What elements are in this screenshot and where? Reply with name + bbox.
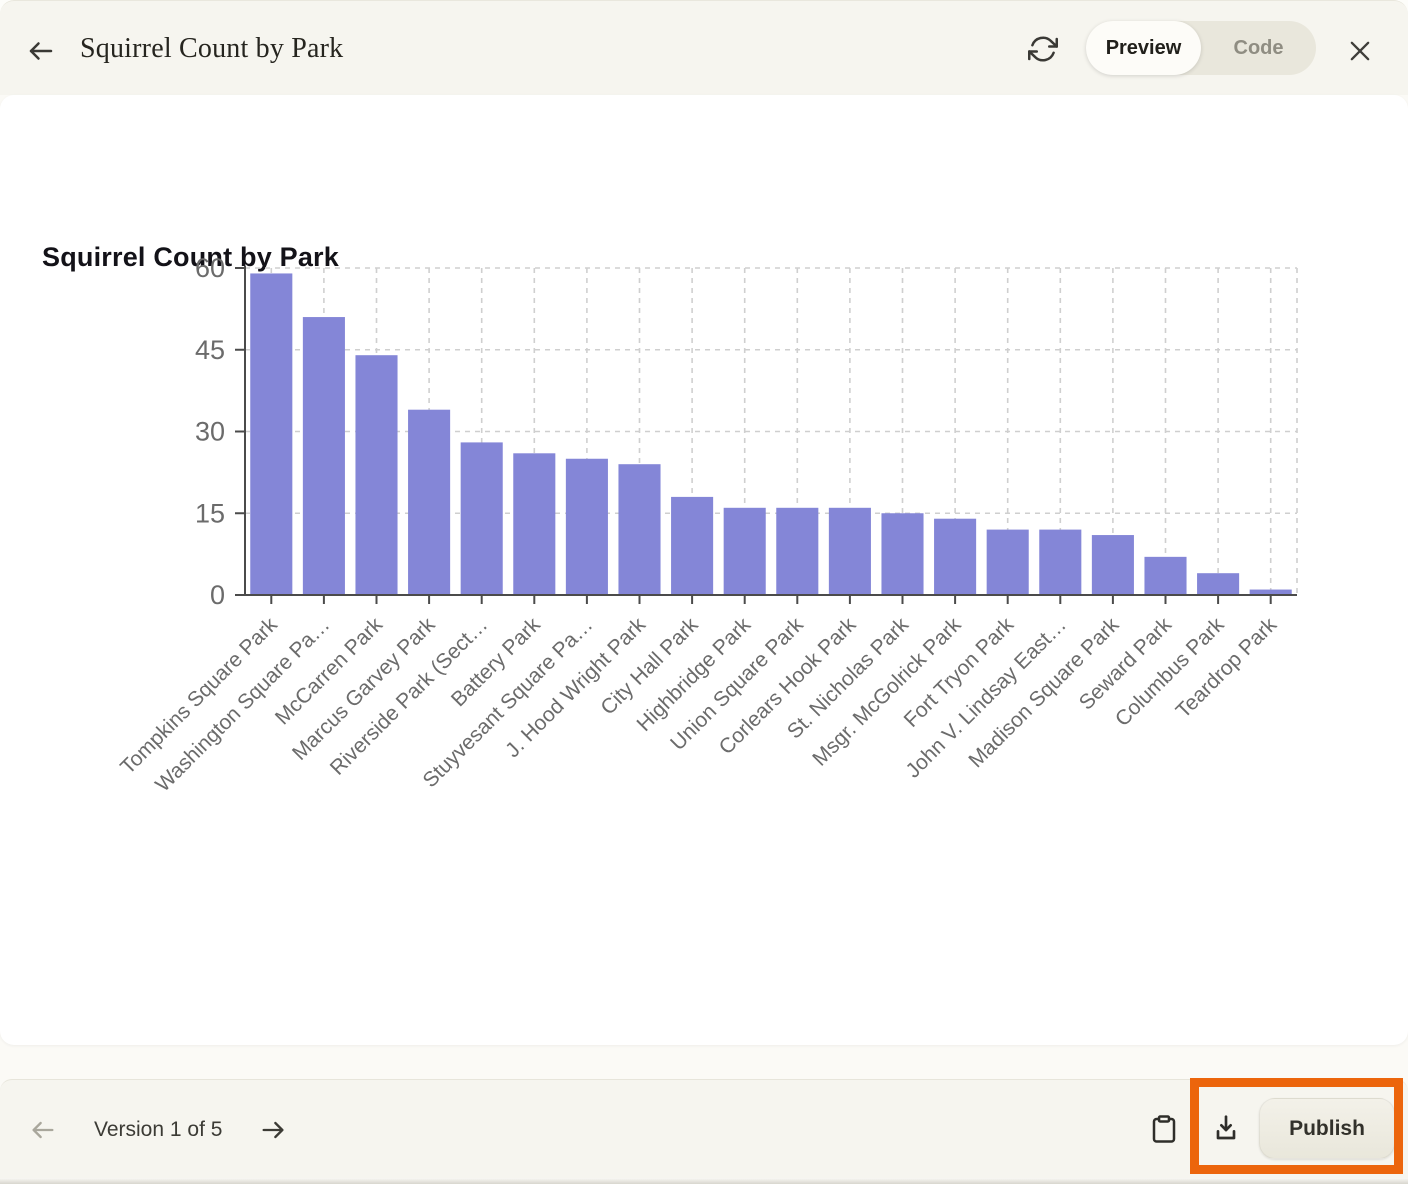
- bar-15: [1039, 529, 1082, 595]
- tab-preview[interactable]: Preview: [1086, 21, 1201, 75]
- artifact-content-panel: Squirrel Count by Park 0 15 30 45 60 Tompkins…: [0, 95, 1408, 1045]
- bar-16: [1091, 535, 1134, 595]
- bar-17: [1144, 556, 1187, 595]
- version-bar: Version 1 of 5: [0, 1079, 1408, 1178]
- bar-5: [513, 453, 556, 595]
- clipboard-icon: [1149, 1114, 1179, 1144]
- artifact-header: Squirrel Count by Park Preview Code: [0, 0, 1408, 95]
- version-controls: Version 1 of 5: [28, 1080, 288, 1179]
- refresh-icon: [1028, 34, 1058, 64]
- download-icon: [1210, 1112, 1242, 1144]
- version-label: Version 1 of 5: [94, 1117, 223, 1141]
- bar-10: [776, 507, 819, 595]
- back-button[interactable]: [24, 34, 58, 68]
- close-button[interactable]: [1341, 32, 1379, 70]
- bar-2: [355, 355, 398, 595]
- y-axis-tick-label: 45: [195, 335, 225, 365]
- bar-12: [881, 513, 924, 595]
- bar-4: [460, 442, 503, 595]
- bar-13: [934, 518, 977, 595]
- artifact-title: Squirrel Count by Park: [80, 32, 344, 64]
- bar-8: [671, 496, 714, 595]
- publish-button[interactable]: Publish: [1259, 1098, 1395, 1159]
- y-axis-tick-label: 60: [195, 253, 225, 283]
- arrow-left-icon: [29, 1116, 57, 1144]
- bar-7: [618, 464, 661, 595]
- refresh-button[interactable]: [1026, 32, 1060, 66]
- preview-code-toggle: Preview Code: [1086, 21, 1316, 75]
- y-axis-tick-label: 0: [210, 580, 225, 610]
- tab-code[interactable]: Code: [1201, 21, 1316, 75]
- bar-1: [302, 317, 345, 595]
- arrow-left-icon: [26, 36, 56, 66]
- previous-version-button[interactable]: [28, 1115, 58, 1145]
- y-axis-tick-label: 30: [195, 417, 225, 447]
- bar-3: [408, 409, 451, 595]
- download-button[interactable]: [1206, 1108, 1246, 1148]
- next-version-button[interactable]: [258, 1115, 288, 1145]
- bar-0: [250, 273, 293, 595]
- bar-19: [1249, 589, 1292, 595]
- window-bottom-edge: [0, 1178, 1408, 1184]
- chart-title: Squirrel Count by Park: [42, 242, 339, 272]
- copy-button[interactable]: [1144, 1109, 1184, 1149]
- bar-14: [986, 529, 1029, 595]
- close-icon: [1346, 37, 1374, 65]
- bar-9: [723, 507, 766, 595]
- bar-18: [1197, 573, 1240, 595]
- y-axis-tick-label: 15: [195, 498, 225, 528]
- bar-11: [828, 507, 871, 595]
- arrow-right-icon: [259, 1116, 287, 1144]
- bar-6: [565, 458, 608, 595]
